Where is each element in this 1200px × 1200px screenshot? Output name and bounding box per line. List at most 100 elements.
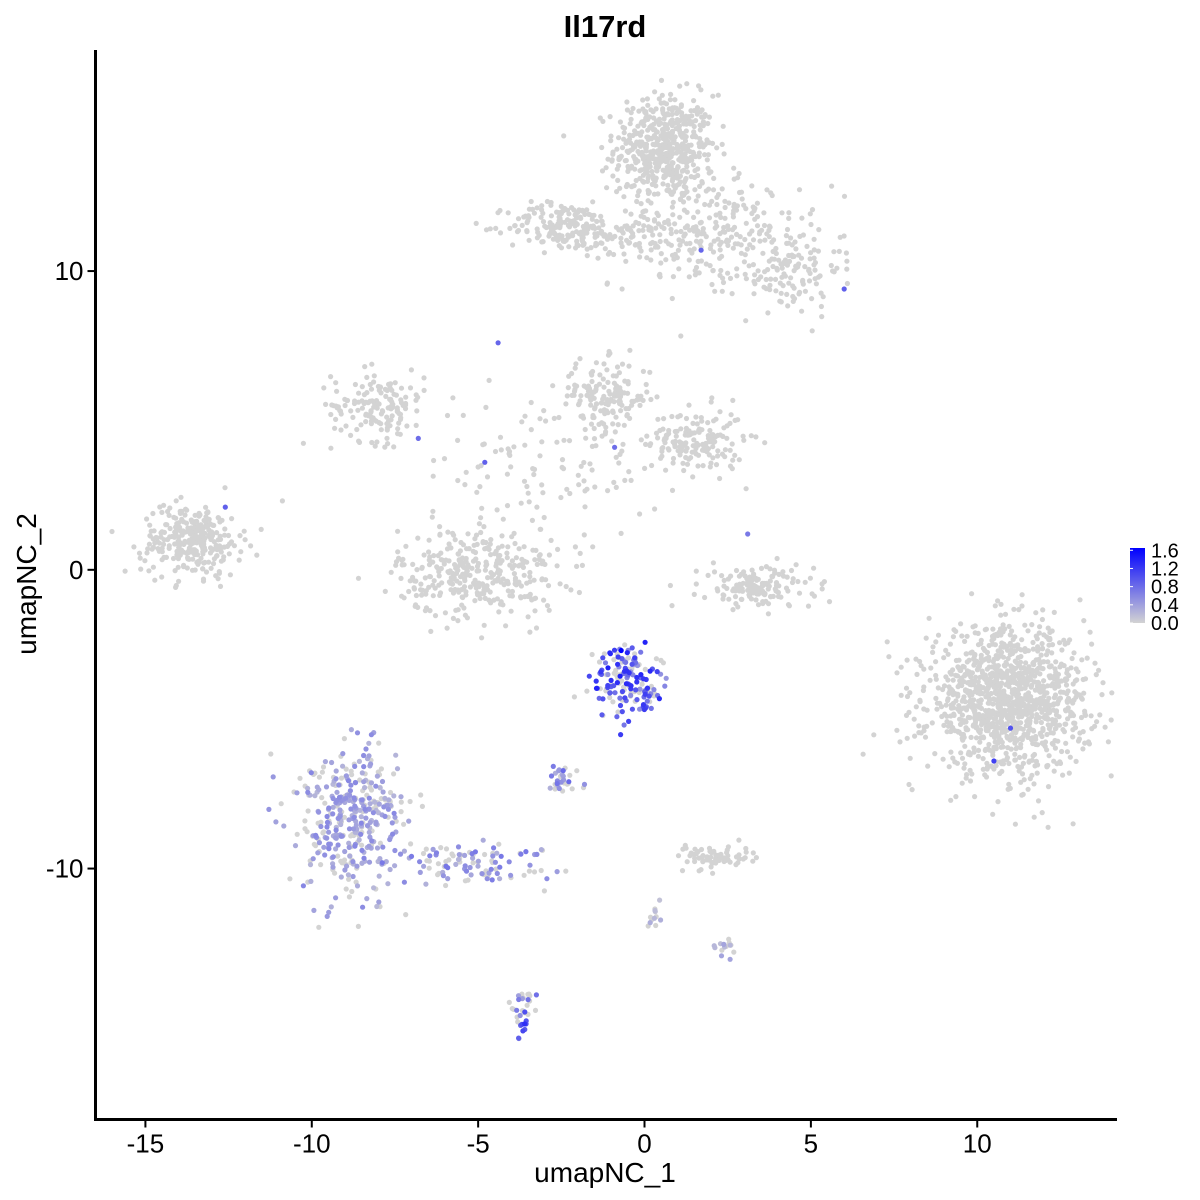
data-point bbox=[362, 785, 368, 791]
data-point bbox=[680, 116, 686, 122]
data-point bbox=[1025, 734, 1031, 741]
data-point bbox=[786, 210, 792, 216]
data-point bbox=[364, 823, 371, 829]
data-point bbox=[695, 209, 701, 215]
data-point bbox=[366, 795, 372, 801]
data-point bbox=[590, 368, 596, 375]
data-point bbox=[800, 279, 806, 285]
data-point bbox=[567, 490, 573, 497]
data-point bbox=[761, 284, 767, 290]
data-point bbox=[903, 685, 910, 691]
data-point bbox=[341, 736, 347, 742]
data-point bbox=[1059, 748, 1065, 755]
data-point bbox=[606, 348, 612, 355]
data-point bbox=[829, 183, 835, 189]
data-point bbox=[378, 411, 384, 417]
data-point bbox=[731, 949, 737, 955]
data-point bbox=[616, 370, 623, 376]
data-point bbox=[508, 872, 514, 878]
data-point bbox=[1067, 754, 1073, 760]
data-point bbox=[436, 573, 442, 579]
data-point bbox=[790, 283, 796, 289]
data-point bbox=[941, 722, 947, 729]
data-point bbox=[986, 741, 992, 748]
data-point bbox=[593, 443, 599, 449]
data-point bbox=[1001, 696, 1007, 702]
data-point bbox=[1026, 664, 1032, 670]
data-point bbox=[647, 914, 654, 920]
data-point bbox=[348, 782, 354, 788]
data-point bbox=[593, 401, 600, 407]
data-point bbox=[161, 502, 167, 508]
data-point bbox=[333, 768, 339, 774]
data-point bbox=[679, 168, 685, 174]
data-point bbox=[195, 559, 201, 565]
data-point bbox=[750, 237, 757, 243]
data-point bbox=[631, 398, 637, 404]
data-point bbox=[351, 400, 358, 407]
data-point bbox=[694, 421, 700, 427]
legend-label: 0.0 bbox=[1151, 613, 1179, 635]
data-point bbox=[1051, 609, 1057, 616]
data-point bbox=[664, 158, 670, 164]
data-point bbox=[786, 252, 792, 259]
data-point bbox=[744, 246, 750, 252]
data-point bbox=[398, 794, 404, 800]
data-point bbox=[677, 196, 684, 202]
data-point bbox=[1089, 726, 1095, 732]
data-point bbox=[534, 235, 541, 241]
data-point bbox=[268, 751, 274, 757]
data-point bbox=[1022, 666, 1028, 672]
data-point bbox=[1092, 660, 1098, 666]
data-point bbox=[982, 627, 988, 633]
data-point bbox=[305, 785, 311, 791]
data-point bbox=[624, 99, 630, 105]
data-point bbox=[516, 1035, 522, 1041]
data-point bbox=[672, 221, 678, 227]
data-point bbox=[426, 537, 432, 543]
data-point bbox=[525, 490, 531, 496]
data-point bbox=[721, 592, 727, 598]
data-point bbox=[665, 170, 671, 176]
data-point bbox=[778, 290, 784, 296]
colorbar bbox=[1130, 548, 1145, 623]
data-point bbox=[632, 651, 638, 657]
data-point bbox=[505, 446, 511, 452]
data-point bbox=[326, 805, 332, 811]
data-point bbox=[742, 252, 748, 258]
data-point bbox=[582, 488, 588, 494]
data-point bbox=[540, 219, 547, 225]
data-point bbox=[500, 516, 506, 522]
data-point bbox=[206, 516, 212, 522]
data-point bbox=[960, 731, 967, 738]
data-point bbox=[450, 395, 456, 401]
data-point bbox=[971, 749, 977, 755]
data-point bbox=[782, 273, 789, 279]
data-point bbox=[1005, 676, 1012, 682]
data-point bbox=[361, 764, 367, 770]
data-point bbox=[548, 773, 555, 779]
data-point bbox=[1070, 734, 1076, 740]
data-point bbox=[714, 145, 720, 151]
data-point bbox=[637, 254, 643, 260]
data-point bbox=[681, 207, 688, 213]
data-point bbox=[961, 679, 967, 685]
data-point bbox=[618, 226, 625, 232]
data-point bbox=[950, 677, 956, 683]
data-point bbox=[497, 434, 504, 440]
data-point bbox=[328, 411, 334, 418]
data-point bbox=[419, 592, 425, 598]
data-point bbox=[401, 821, 407, 827]
data-point bbox=[743, 486, 749, 492]
data-point bbox=[688, 154, 694, 160]
data-point bbox=[652, 142, 658, 148]
data-point bbox=[802, 288, 809, 294]
data-point bbox=[437, 524, 443, 530]
data-point bbox=[511, 530, 517, 537]
data-point bbox=[600, 376, 606, 382]
data-point bbox=[473, 556, 479, 562]
data-point bbox=[210, 561, 217, 567]
data-point bbox=[521, 872, 527, 878]
data-point bbox=[1009, 628, 1015, 634]
data-point bbox=[985, 685, 991, 692]
